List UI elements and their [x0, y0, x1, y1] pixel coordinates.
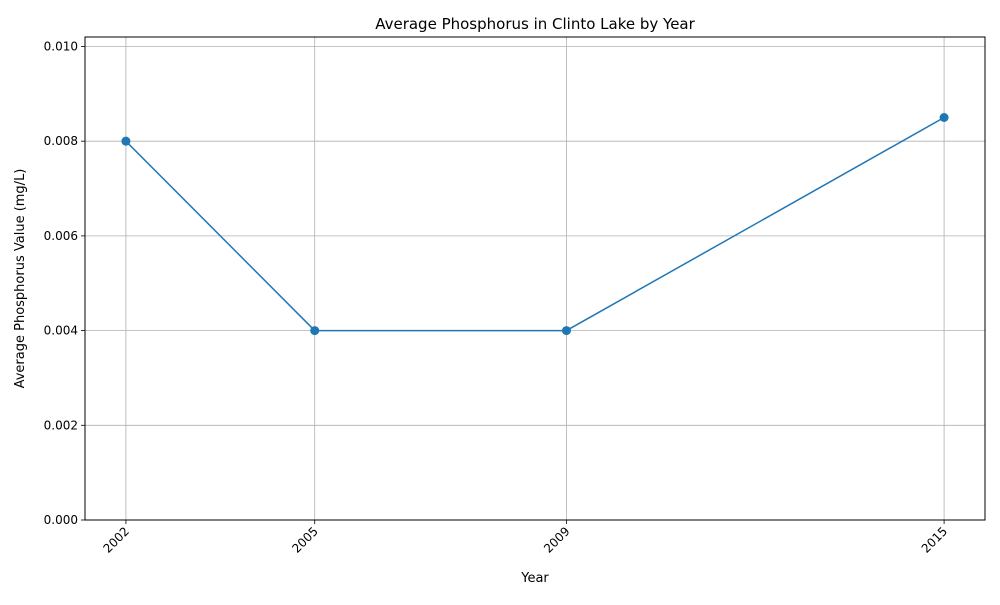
series-layer — [121, 113, 949, 336]
data-point-marker — [121, 136, 131, 146]
plot-area — [85, 37, 985, 520]
y-axis-label: Average Phosphorus Value (mg/L) — [13, 169, 28, 389]
axes-frame — [84, 36, 986, 521]
data-point-marker — [939, 113, 949, 122]
y-tick-label: 0.008 — [44, 134, 78, 148]
y-tick-label: 0.000 — [44, 513, 78, 527]
data-point-marker — [310, 326, 320, 336]
plot-border — [84, 36, 986, 521]
y-tick-label: 0.002 — [44, 418, 78, 432]
y-ticks: 0.000 0.002 0.004 0.006 0.008 0.010 — [44, 39, 85, 527]
y-tick-label: 0.004 — [44, 324, 78, 338]
chart-title: Average Phosphorus in Clinto Lake by Yea… — [375, 15, 695, 33]
y-tick-label: 0.010 — [44, 39, 78, 53]
y-tick-label: 0.006 — [44, 229, 78, 243]
data-point-marker — [561, 326, 571, 336]
x-axis-label: Year — [520, 571, 549, 586]
grid-lines — [85, 37, 985, 521]
series-line — [125, 116, 945, 332]
